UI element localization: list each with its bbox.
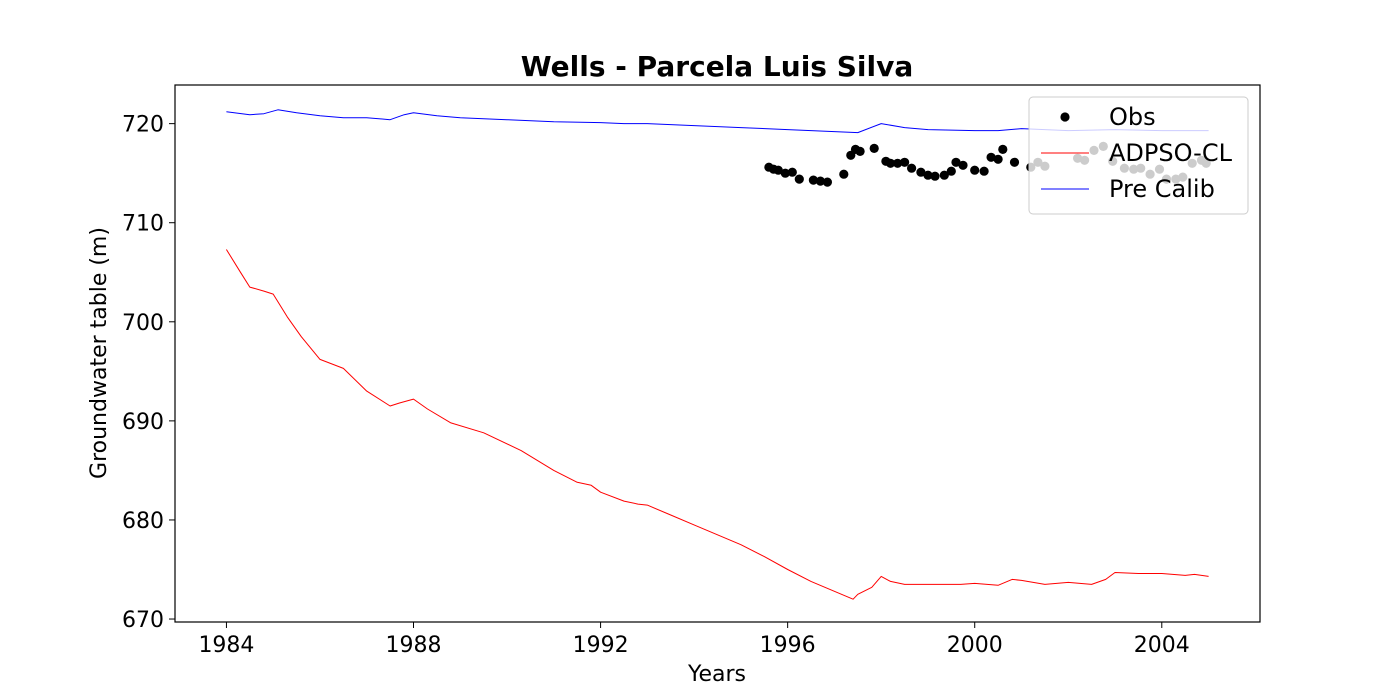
data-point — [986, 152, 996, 162]
x-tick-label: 2000 — [947, 633, 1003, 658]
data-point — [946, 166, 956, 176]
x-tick-label: 1992 — [573, 633, 629, 658]
series-line-adpso-cl — [225, 249, 1209, 600]
data-point — [951, 157, 961, 167]
data-point — [794, 174, 804, 184]
data-point — [780, 168, 790, 178]
data-point — [916, 167, 926, 177]
data-point — [839, 169, 849, 179]
data-point — [993, 154, 1003, 164]
legend-box — [1028, 96, 1249, 215]
x-tick-label: 2004 — [1134, 633, 1190, 658]
data-point — [808, 175, 819, 185]
data-point — [907, 163, 917, 173]
y-tick-label: 710 — [122, 212, 164, 237]
y-tick-label: 690 — [122, 410, 164, 435]
data-point — [900, 157, 910, 167]
data-point — [893, 158, 903, 168]
series-line-pre-calib — [226, 109, 1209, 134]
data-point — [773, 165, 783, 175]
data-point — [869, 143, 879, 153]
y-tick-label: 720 — [122, 113, 164, 138]
chart-title: Wells - Parcela Luis Silva — [521, 50, 913, 83]
legend: Obs ADPSO-CL Pre Calib — [1028, 96, 1249, 215]
data-point — [930, 171, 940, 181]
data-point — [923, 170, 933, 180]
y-axis-label: Groundwater table (m) — [87, 227, 112, 479]
legend-swatch-obs — [1060, 112, 1070, 122]
data-point — [970, 165, 980, 175]
data-point — [979, 166, 989, 176]
data-point — [822, 177, 833, 187]
legend-label-adpso-cl: ADPSO-CL — [1109, 139, 1233, 167]
legend-label-pre-calib: Pre Calib — [1109, 175, 1215, 203]
data-point — [1009, 157, 1020, 167]
x-axis: 1984 1988 1992 1996 2000 2004 — [198, 622, 1190, 658]
y-tick-label: 680 — [122, 509, 164, 534]
x-tick-label: 1996 — [760, 633, 816, 658]
y-axis: 670 680 690 700 710 720 — [122, 113, 175, 633]
legend-label-obs: Obs — [1109, 103, 1156, 131]
data-point — [939, 170, 949, 180]
data-point — [998, 144, 1008, 154]
x-tick-label: 1984 — [198, 633, 254, 658]
data-point — [885, 158, 896, 168]
data-point — [958, 160, 968, 170]
data-point — [855, 146, 865, 156]
x-tick-label: 1988 — [386, 633, 442, 658]
plot-area-frame — [174, 84, 1261, 623]
x-axis-label: Years — [687, 662, 746, 687]
y-tick-label: 700 — [122, 311, 164, 336]
y-tick-label: 670 — [122, 608, 164, 633]
data-point — [815, 176, 826, 186]
data-point — [787, 167, 797, 177]
